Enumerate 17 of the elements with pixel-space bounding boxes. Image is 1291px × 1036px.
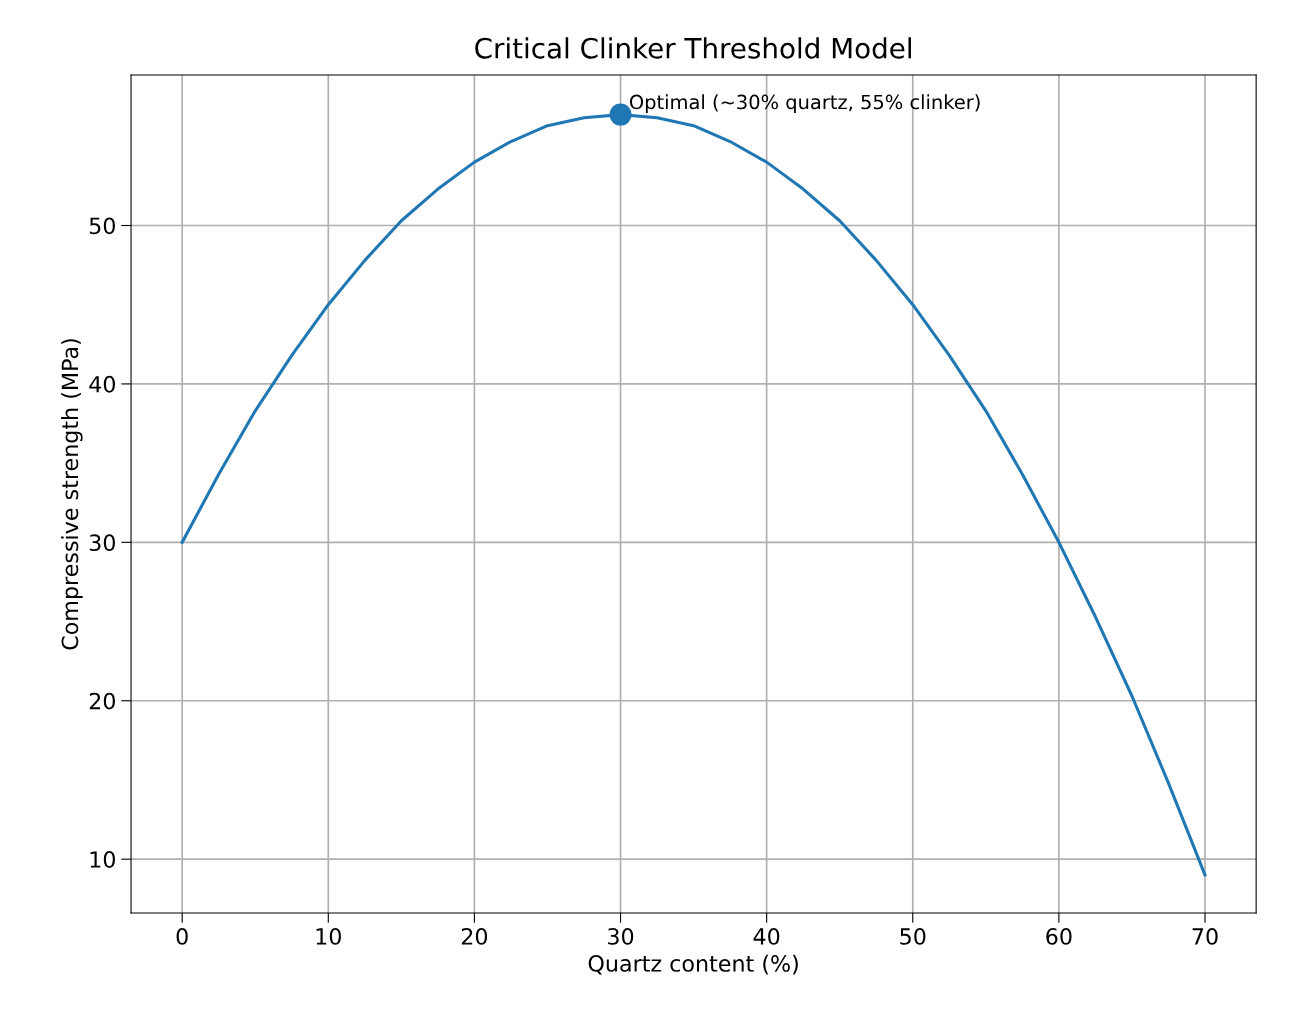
x-tick-label: 0 xyxy=(176,928,188,945)
annotation: Optimal (~30% quartz, 55% clinker) xyxy=(629,94,980,114)
x-tick-label: 30 xyxy=(608,928,634,945)
x-tick-label: 70 xyxy=(1192,928,1218,945)
y-tick-label: 30 xyxy=(89,534,115,552)
chart-title: Critical Clinker Threshold Model xyxy=(475,37,911,59)
y-tick-label: 10 xyxy=(90,851,115,868)
x-tick-label: 50 xyxy=(900,928,926,945)
x-tick-label: 10 xyxy=(316,928,341,945)
y-tick-label: 40 xyxy=(89,375,115,393)
y-tick-label: 50 xyxy=(89,217,115,235)
y-tick-label: 20 xyxy=(89,692,115,710)
x-tick-label: 40 xyxy=(753,928,780,945)
x-axis-title: Quartz content (%) xyxy=(588,954,798,975)
x-tick-label: 20 xyxy=(461,928,488,945)
y-axis-title: Compressive strength (MPa) xyxy=(61,339,83,650)
x-tick-label: 60 xyxy=(1046,928,1072,945)
